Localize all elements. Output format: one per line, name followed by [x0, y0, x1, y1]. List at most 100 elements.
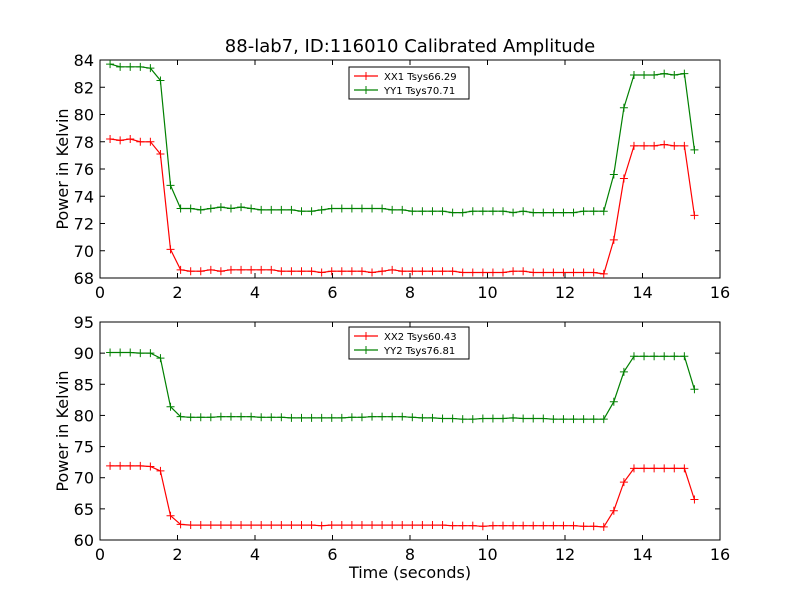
data-point — [599, 415, 608, 424]
data-point — [519, 207, 528, 216]
data-point — [378, 521, 387, 530]
data-point — [569, 521, 578, 530]
data-point — [347, 521, 356, 530]
data-point — [226, 265, 235, 274]
data-point — [549, 415, 558, 424]
data-point — [347, 413, 356, 422]
data-point — [216, 521, 225, 530]
data-point — [297, 521, 306, 530]
data-point — [216, 203, 225, 212]
data-point — [499, 268, 507, 277]
data-point — [186, 204, 195, 213]
data-point — [428, 207, 437, 216]
data-point — [297, 207, 306, 216]
data-point — [247, 204, 256, 213]
data-point — [428, 267, 437, 276]
x-tick-label: 14 — [632, 283, 652, 302]
x-tick-label: 12 — [555, 283, 575, 302]
data-point — [619, 174, 628, 183]
data-point — [418, 207, 427, 216]
x-axis-label: Time (seconds) — [348, 563, 471, 582]
data-point — [237, 412, 246, 421]
data-point — [388, 265, 397, 274]
data-point — [226, 521, 235, 530]
data-point — [106, 461, 115, 470]
data-point — [186, 267, 195, 276]
data-point — [106, 135, 115, 144]
data-point — [579, 207, 588, 216]
data-point — [629, 352, 638, 361]
data-point — [519, 521, 528, 530]
data-point — [368, 204, 377, 213]
data-point — [347, 267, 356, 276]
data-point — [106, 348, 115, 357]
data-point — [226, 204, 235, 213]
data-point — [156, 150, 165, 159]
data-point — [509, 521, 518, 530]
x-tick-label: 12 — [555, 545, 575, 564]
data-point — [539, 521, 548, 530]
data-point — [529, 208, 538, 217]
legend-box — [348, 66, 470, 100]
data-point — [589, 207, 598, 216]
data-point — [186, 521, 195, 530]
y-tick-label: 78 — [74, 133, 94, 152]
data-point — [126, 461, 135, 470]
data-point — [357, 267, 366, 276]
data-point — [428, 521, 437, 530]
data-point — [166, 511, 175, 520]
data-point — [378, 412, 387, 421]
x-tick-label: 6 — [327, 283, 337, 302]
data-point — [438, 267, 447, 276]
data-point — [448, 267, 457, 276]
data-point — [569, 415, 578, 424]
data-point — [237, 203, 246, 212]
data-point — [438, 414, 447, 423]
data-point — [166, 245, 175, 254]
legend-marker — [362, 72, 370, 80]
data-point — [327, 267, 336, 276]
data-point — [499, 414, 507, 423]
data-point — [650, 70, 659, 79]
data-point — [337, 204, 346, 213]
x-tick-label: 4 — [250, 545, 260, 564]
data-point — [448, 521, 457, 530]
data-point — [589, 268, 598, 277]
data-point — [599, 522, 608, 531]
data-point — [438, 521, 447, 530]
data-point — [509, 208, 518, 217]
data-point — [478, 522, 487, 531]
data-point — [267, 413, 276, 422]
data-point — [196, 205, 205, 214]
data-point — [257, 521, 266, 530]
data-point — [206, 413, 215, 422]
data-point — [166, 181, 175, 190]
data-point — [509, 413, 518, 422]
data-point — [619, 103, 628, 112]
series-1 — [106, 348, 699, 424]
data-point — [640, 70, 649, 79]
data-point — [559, 521, 568, 530]
series-0 — [106, 461, 699, 531]
bottom-chart: 0 2 4 6 8 10 12 14 16 60 65 70 75 80 85 90 95 Power in Ke… — [53, 313, 730, 582]
series-0 — [106, 135, 699, 278]
data-point — [650, 464, 659, 473]
data-point — [529, 521, 538, 530]
legend-marker — [362, 346, 370, 354]
data-point — [357, 521, 366, 530]
data-point — [287, 205, 296, 214]
data-point — [277, 413, 286, 422]
data-point — [418, 521, 427, 530]
y-tick-label: 95 — [74, 313, 94, 332]
x-tick-label: 0 — [95, 283, 105, 302]
data-point — [116, 461, 125, 470]
data-point — [196, 267, 205, 276]
data-point — [519, 414, 528, 423]
data-point — [106, 60, 115, 69]
data-point — [680, 69, 689, 78]
data-point — [368, 268, 377, 277]
data-point — [257, 413, 266, 422]
data-point — [539, 208, 548, 217]
data-point — [327, 521, 336, 530]
data-point — [488, 268, 497, 277]
